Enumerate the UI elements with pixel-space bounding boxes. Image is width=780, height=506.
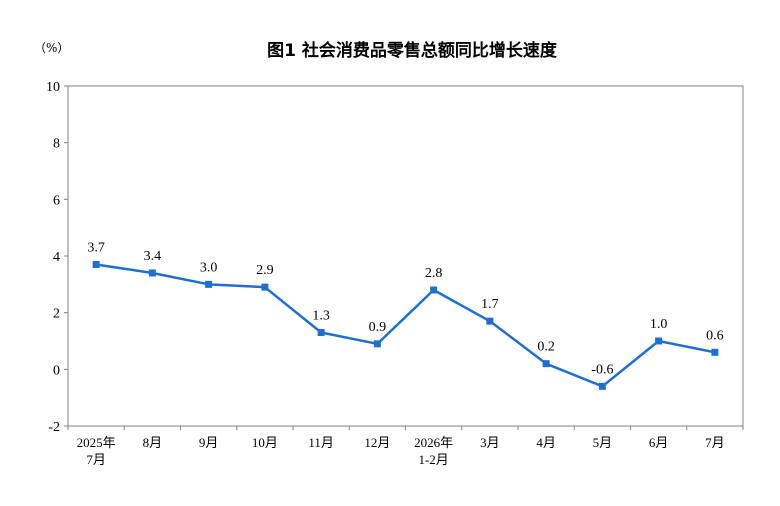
data-label: 0.2 [537,340,555,355]
x-tick-label: 2025年 [77,435,116,450]
x-tick-label: 11月 [308,435,334,450]
x-tick-label: 2026年 [414,435,453,450]
y-tick-label: 6 [53,193,60,208]
series-line [95,263,716,388]
data-label: 0.9 [369,320,387,335]
x-tick-label: 4月 [536,435,556,450]
x-tick-label: 5月 [593,435,613,450]
x-tick-label: 8月 [143,435,163,450]
data-label: 3.0 [200,260,218,275]
y-tick-label: 2 [53,307,60,322]
data-label: -0.6 [591,362,613,377]
x-tick-label: 9月 [199,435,219,450]
data-point-marker [205,280,213,288]
data-point-marker [373,340,381,348]
data-point-marker [542,360,550,368]
x-tick-label: 6月 [649,435,669,450]
y-tick-label: 0 [53,363,60,378]
series-layer: 3.7 3.4 3.0 2.9 1.3 0.9 2.8 1.7 0.2 -0.6 1.0 0.6 [87,241,724,390]
data-point-marker [430,286,438,294]
data-label: 0.6 [706,328,724,343]
x-tick-label: 7月 [86,452,106,467]
x-tick-label: 3月 [480,435,500,450]
data-label: 3.7 [87,241,105,256]
x-tick-label: 7月 [705,435,725,450]
y-unit-label: （%） [34,41,69,55]
data-point-marker [711,348,719,356]
data-label: 3.4 [144,249,162,264]
chart-title: 图1 社会消费品零售总额同比增长速度 [267,40,558,61]
y-tick-label: 8 [53,137,60,152]
y-tick-label: -2 [48,420,60,435]
data-point-marker [655,337,663,345]
data-point-marker [92,261,100,268]
data-point-marker [148,269,156,277]
data-label: 1.7 [481,297,499,312]
data-point-marker [486,317,494,325]
data-label: 2.9 [256,263,274,278]
y-axis: -2 0 2 4 6 8 10 [46,80,68,435]
plot-area-frame [67,85,744,427]
data-label: 2.8 [425,266,443,281]
x-tick-label: 10月 [252,435,278,450]
x-tick-label: 1-2月 [418,452,448,467]
data-label: 1.0 [650,317,668,332]
data-label: 1.3 [312,309,330,324]
y-tick-label: 10 [46,80,60,95]
x-tick-label: 12月 [364,435,390,450]
y-tick-label: 4 [53,250,60,265]
data-point-marker [598,382,606,390]
data-point-marker [317,329,325,336]
x-axis: 2025年 7月 8月 9月 10月 11月 12月 2026年 1-2月 3月 4月 5月 6月 7月 [67,426,744,467]
data-point-marker [261,283,269,291]
